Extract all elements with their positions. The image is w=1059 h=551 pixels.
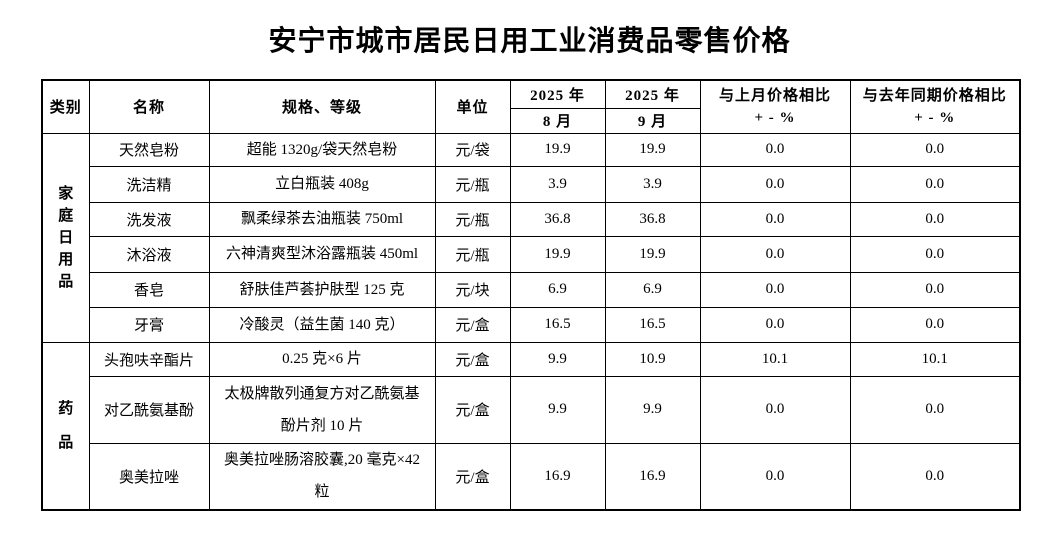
price-sep: 16.5 <box>604 306 701 343</box>
mom-change: 0.0 <box>699 271 851 308</box>
table-row: 香皂 舒肤佳芦荟护肤型 125 克 元/块 6.9 6.9 0.0 0.0 <box>42 271 1021 308</box>
price-aug: 16.5 <box>509 306 606 343</box>
price-aug: 6.9 <box>509 271 606 308</box>
product-name: 香皂 <box>88 271 210 308</box>
yoy-change: 0.0 <box>849 132 1021 167</box>
product-spec: 立白瓶装 408g <box>208 165 436 203</box>
yoy-change: 0.0 <box>849 442 1021 511</box>
product-name: 对乙酰氨基酚 <box>88 375 210 444</box>
mom-change: 0.0 <box>699 165 851 203</box>
table-row: 洗洁精 立白瓶装 408g 元/瓶 3.9 3.9 0.0 0.0 <box>42 165 1021 203</box>
mom-change: 0.0 <box>699 201 851 237</box>
price-sep: 3.9 <box>604 165 701 203</box>
price-sep: 19.9 <box>604 132 701 167</box>
price-aug: 16.9 <box>509 442 606 511</box>
category-label: 家庭日用品 <box>58 185 74 290</box>
product-spec: 奥美拉唑肠溶胶囊,20 毫克×42 粒 <box>208 442 436 511</box>
header-row-top: 类别 名称 规格、等级 单位 2025 年 2025 年 与上月价格相比 + -… <box>41 79 1021 134</box>
price-table: 类别 名称 规格、等级 单位 2025 年 2025 年 与上月价格相比 + -… <box>41 79 1021 511</box>
table-body: 家庭日用品 天然皂粉 超能 1320g/袋天然皂粉 元/袋 19.9 19.9 … <box>41 132 1021 511</box>
mom-change: 0.0 <box>699 306 851 343</box>
header-vs-last-year-label: 与去年同期价格相比 <box>862 87 1007 104</box>
product-unit: 元/瓶 <box>434 201 511 237</box>
product-name: 洗发液 <box>88 201 210 237</box>
header-name: 名称 <box>88 79 210 134</box>
product-unit: 元/瓶 <box>434 165 511 203</box>
product-spec: 冷酸灵（益生菌 140 克） <box>208 306 436 343</box>
yoy-change: 0.0 <box>849 235 1021 273</box>
product-unit: 元/盒 <box>434 375 511 444</box>
header-vs-last-month-label: 与上月价格相比 <box>718 87 831 104</box>
mom-change: 0.0 <box>699 442 851 511</box>
product-spec: 超能 1320g/袋天然皂粉 <box>208 132 436 167</box>
table-row: 家庭日用品 天然皂粉 超能 1320g/袋天然皂粉 元/袋 19.9 19.9 … <box>41 132 1021 343</box>
product-name: 头孢呋辛酯片 <box>88 341 210 377</box>
product-name: 沐浴液 <box>88 235 210 273</box>
price-sep: 9.9 <box>604 375 701 444</box>
product-name: 天然皂粉 <box>88 132 210 167</box>
header-vs-last-month-sign: + - % <box>754 109 796 126</box>
price-aug: 9.9 <box>509 341 606 377</box>
product-unit: 元/盒 <box>434 306 511 343</box>
table-row: 奥美拉唑 奥美拉唑肠溶胶囊,20 毫克×42 粒 元/盒 16.9 16.9 0… <box>42 442 1021 511</box>
product-spec: 0.25 克×6 片 <box>208 341 436 377</box>
price-sep: 36.8 <box>604 201 701 237</box>
product-spec: 太极牌散列通复方对乙酰氨基酚片剂 10 片 <box>208 375 436 444</box>
table-header: 类别 名称 规格、等级 单位 2025 年 2025 年 与上月价格相比 + -… <box>41 79 1021 134</box>
mom-change: 0.0 <box>699 375 851 444</box>
mom-change: 10.1 <box>699 341 851 377</box>
header-vs-last-month: 与上月价格相比 + - % <box>699 79 851 134</box>
product-unit: 元/块 <box>434 271 511 308</box>
page-title: 安宁市城市居民日用工业消费品零售价格 <box>268 26 791 57</box>
price-sep: 10.9 <box>604 341 701 377</box>
price-sep: 19.9 <box>604 235 701 273</box>
product-name: 奥美拉唑 <box>88 442 210 511</box>
price-aug: 19.9 <box>509 132 606 167</box>
yoy-change: 10.1 <box>849 341 1021 377</box>
header-sep-month: 9 月 <box>604 107 701 134</box>
table-row: 药品 头孢呋辛酯片 0.25 克×6 片 元/盒 9.9 10.9 10.1 1… <box>41 341 1021 511</box>
header-vs-last-year: 与去年同期价格相比 + - % <box>849 79 1021 134</box>
price-aug: 19.9 <box>509 235 606 273</box>
header-aug-month: 8 月 <box>509 107 606 134</box>
header-row-month: 8 月 9 月 <box>42 107 1020 134</box>
header-vs-last-year-sign: + - % <box>914 109 956 126</box>
product-name: 洗洁精 <box>88 165 210 203</box>
product-spec: 舒肤佳芦荟护肤型 125 克 <box>208 271 436 308</box>
table-row: 沐浴液 六神清爽型沐浴露瓶装 450ml 元/瓶 19.9 19.9 0.0 0… <box>42 235 1021 273</box>
header-sep-year: 2025 年 <box>604 79 701 109</box>
mom-change: 0.0 <box>699 132 851 167</box>
yoy-change: 0.0 <box>849 165 1021 203</box>
product-unit: 元/袋 <box>434 132 511 167</box>
category-cell-medicine: 药品 <box>41 341 90 511</box>
price-sep: 16.9 <box>604 442 701 511</box>
table-row: 牙膏 冷酸灵（益生菌 140 克） 元/盒 16.5 16.5 0.0 0.0 <box>42 306 1021 343</box>
header-aug-year: 2025 年 <box>509 79 606 109</box>
table-row: 对乙酰氨基酚 太极牌散列通复方对乙酰氨基酚片剂 10 片 元/盒 9.9 9.9… <box>42 375 1021 444</box>
product-unit: 元/盒 <box>434 442 511 511</box>
product-spec: 六神清爽型沐浴露瓶装 450ml <box>208 235 436 273</box>
category-label: 药品 <box>58 400 74 451</box>
price-aug: 3.9 <box>509 165 606 203</box>
table-row: 洗发液 飘柔绿茶去油瓶装 750ml 元/瓶 36.8 36.8 0.0 0.0 <box>42 201 1021 237</box>
price-sep: 6.9 <box>604 271 701 308</box>
yoy-change: 0.0 <box>849 375 1021 444</box>
header-spec: 规格、等级 <box>208 79 436 134</box>
product-spec: 飘柔绿茶去油瓶装 750ml <box>208 201 436 237</box>
product-unit: 元/盒 <box>434 341 511 377</box>
yoy-change: 0.0 <box>849 201 1021 237</box>
price-aug: 9.9 <box>509 375 606 444</box>
product-unit: 元/瓶 <box>434 235 511 273</box>
yoy-change: 0.0 <box>849 306 1021 343</box>
header-category: 类别 <box>41 79 90 134</box>
mom-change: 0.0 <box>699 235 851 273</box>
product-name: 牙膏 <box>88 306 210 343</box>
category-cell-household: 家庭日用品 <box>41 132 90 343</box>
header-unit: 单位 <box>434 79 511 134</box>
price-aug: 36.8 <box>509 201 606 237</box>
yoy-change: 0.0 <box>849 271 1021 308</box>
